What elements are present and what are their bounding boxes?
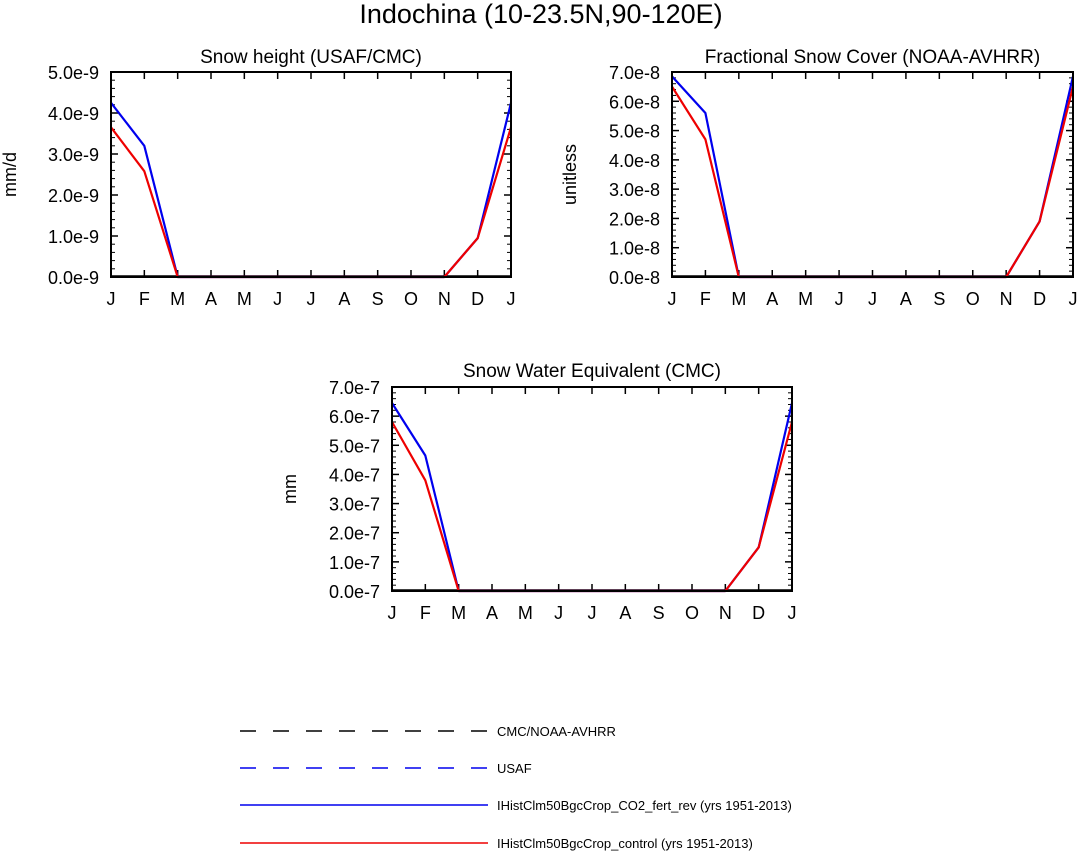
- x-tick-label: F: [139, 289, 150, 309]
- x-tick-label: J: [554, 603, 563, 623]
- x-tick-label: D: [471, 289, 484, 309]
- x-tick-label: J: [107, 289, 116, 309]
- y-tick-label: 2.0e-7: [329, 524, 380, 544]
- y-tick-label: 5.0e-9: [48, 63, 99, 83]
- x-tick-label: N: [719, 603, 732, 623]
- x-tick-label: J: [507, 289, 516, 309]
- x-tick-label: A: [486, 603, 498, 623]
- y-tick-label: 4.0e-8: [609, 151, 660, 171]
- x-tick-label: O: [685, 603, 699, 623]
- y-tick-label: 1.0e-8: [609, 239, 660, 259]
- x-tick-label: J: [273, 289, 282, 309]
- x-tick-label: M: [170, 289, 185, 309]
- x-tick-label: S: [653, 603, 665, 623]
- x-tick-label: M: [518, 603, 533, 623]
- legend-label: CMC/NOAA-AVHRR: [497, 724, 616, 739]
- plot-frame: [110, 71, 512, 278]
- x-tick-label: D: [752, 603, 765, 623]
- x-tick-label: A: [900, 289, 912, 309]
- x-tick-label: A: [619, 603, 631, 623]
- y-axis-label: mm/d: [0, 152, 20, 197]
- x-tick-label: F: [420, 603, 431, 623]
- plot-frame: [391, 386, 793, 592]
- series-line-control: [110, 126, 513, 279]
- y-tick-label: 5.0e-7: [329, 436, 380, 456]
- y-tick-label: 4.0e-9: [48, 104, 99, 124]
- x-tick-label: N: [1000, 289, 1013, 309]
- chart-title: Fractional Snow Cover (NOAA-AVHRR): [705, 47, 1040, 68]
- x-tick-label: M: [237, 289, 252, 309]
- x-tick-label: N: [438, 289, 451, 309]
- y-tick-label: 3.0e-9: [48, 145, 99, 165]
- x-tick-label: J: [388, 603, 397, 623]
- y-axis-label: unitless: [560, 144, 580, 205]
- y-axis-label: mm: [280, 474, 300, 504]
- y-tick-label: 2.0e-9: [48, 186, 99, 206]
- y-tick-label: 6.0e-7: [329, 407, 380, 427]
- x-tick-label: D: [1033, 289, 1046, 309]
- y-tick-label: 6.0e-8: [609, 92, 660, 112]
- x-tick-label: A: [766, 289, 778, 309]
- series-line-co2-fert-rev: [110, 102, 513, 279]
- x-tick-label: A: [338, 289, 350, 309]
- chart-title: Snow Water Equivalent (CMC): [463, 361, 721, 382]
- series-line-co2-fert-rev: [391, 402, 794, 593]
- chart-panel-1: Snow height (USAF/CMC) mm/d 0.0e-9 1.0e-9 2.…: [0, 47, 516, 309]
- legend: CMC/NOAA-AVHRR USAF IHistClm50BgcCrop_CO2_…: [240, 724, 792, 851]
- x-tick-label: A: [205, 289, 217, 309]
- y-tick-label: 0.0e-9: [48, 268, 99, 288]
- series-line-control: [671, 86, 1075, 279]
- y-tick-label: 1.0e-9: [48, 227, 99, 247]
- x-tick-label: J: [588, 603, 597, 623]
- legend-label: IHistClm50BgcCrop_CO2_fert_rev (yrs 1951…: [497, 798, 792, 813]
- x-tick-label: O: [966, 289, 980, 309]
- y-tick-label: 7.0e-7: [329, 378, 380, 398]
- y-tick-label: 5.0e-8: [609, 122, 660, 142]
- x-tick-label: J: [668, 289, 677, 309]
- y-tick-label: 0.0e-7: [329, 582, 380, 602]
- x-tick-label: F: [700, 289, 711, 309]
- x-tick-label: S: [933, 289, 945, 309]
- x-tick-label: O: [404, 289, 418, 309]
- x-tick-label: J: [307, 289, 316, 309]
- x-tick-label: J: [1069, 289, 1078, 309]
- y-tick-label: 3.0e-7: [329, 495, 380, 515]
- x-tick-label: M: [451, 603, 466, 623]
- y-tick-label: 4.0e-7: [329, 465, 380, 485]
- legend-label: USAF: [497, 761, 532, 776]
- legend-label: IHistClm50BgcCrop_control (yrs 1951-2013…: [497, 836, 753, 851]
- x-tick-label: J: [835, 289, 844, 309]
- x-tick-label: J: [788, 603, 797, 623]
- x-tick-label: S: [372, 289, 384, 309]
- x-tick-label: J: [868, 289, 877, 309]
- y-tick-label: 3.0e-8: [609, 180, 660, 200]
- x-tick-label: M: [731, 289, 746, 309]
- y-tick-label: 7.0e-8: [609, 63, 660, 83]
- y-tick-label: 2.0e-8: [609, 209, 660, 229]
- chart-title: Snow height (USAF/CMC): [200, 47, 422, 68]
- chart-panel-2: Fractional Snow Cover (NOAA-AVHRR) unitle…: [560, 47, 1078, 309]
- y-tick-label: 0.0e-8: [609, 268, 660, 288]
- figure-title: Indochina (10-23.5N,90-120E): [359, 0, 722, 29]
- series-line-control: [391, 421, 794, 593]
- chart-panel-3: Snow Water Equivalent (CMC) mm 0.0e-7 1.0e-…: [280, 361, 797, 623]
- x-tick-label: M: [798, 289, 813, 309]
- plot-frame: [671, 71, 1074, 278]
- y-tick-label: 1.0e-7: [329, 553, 380, 573]
